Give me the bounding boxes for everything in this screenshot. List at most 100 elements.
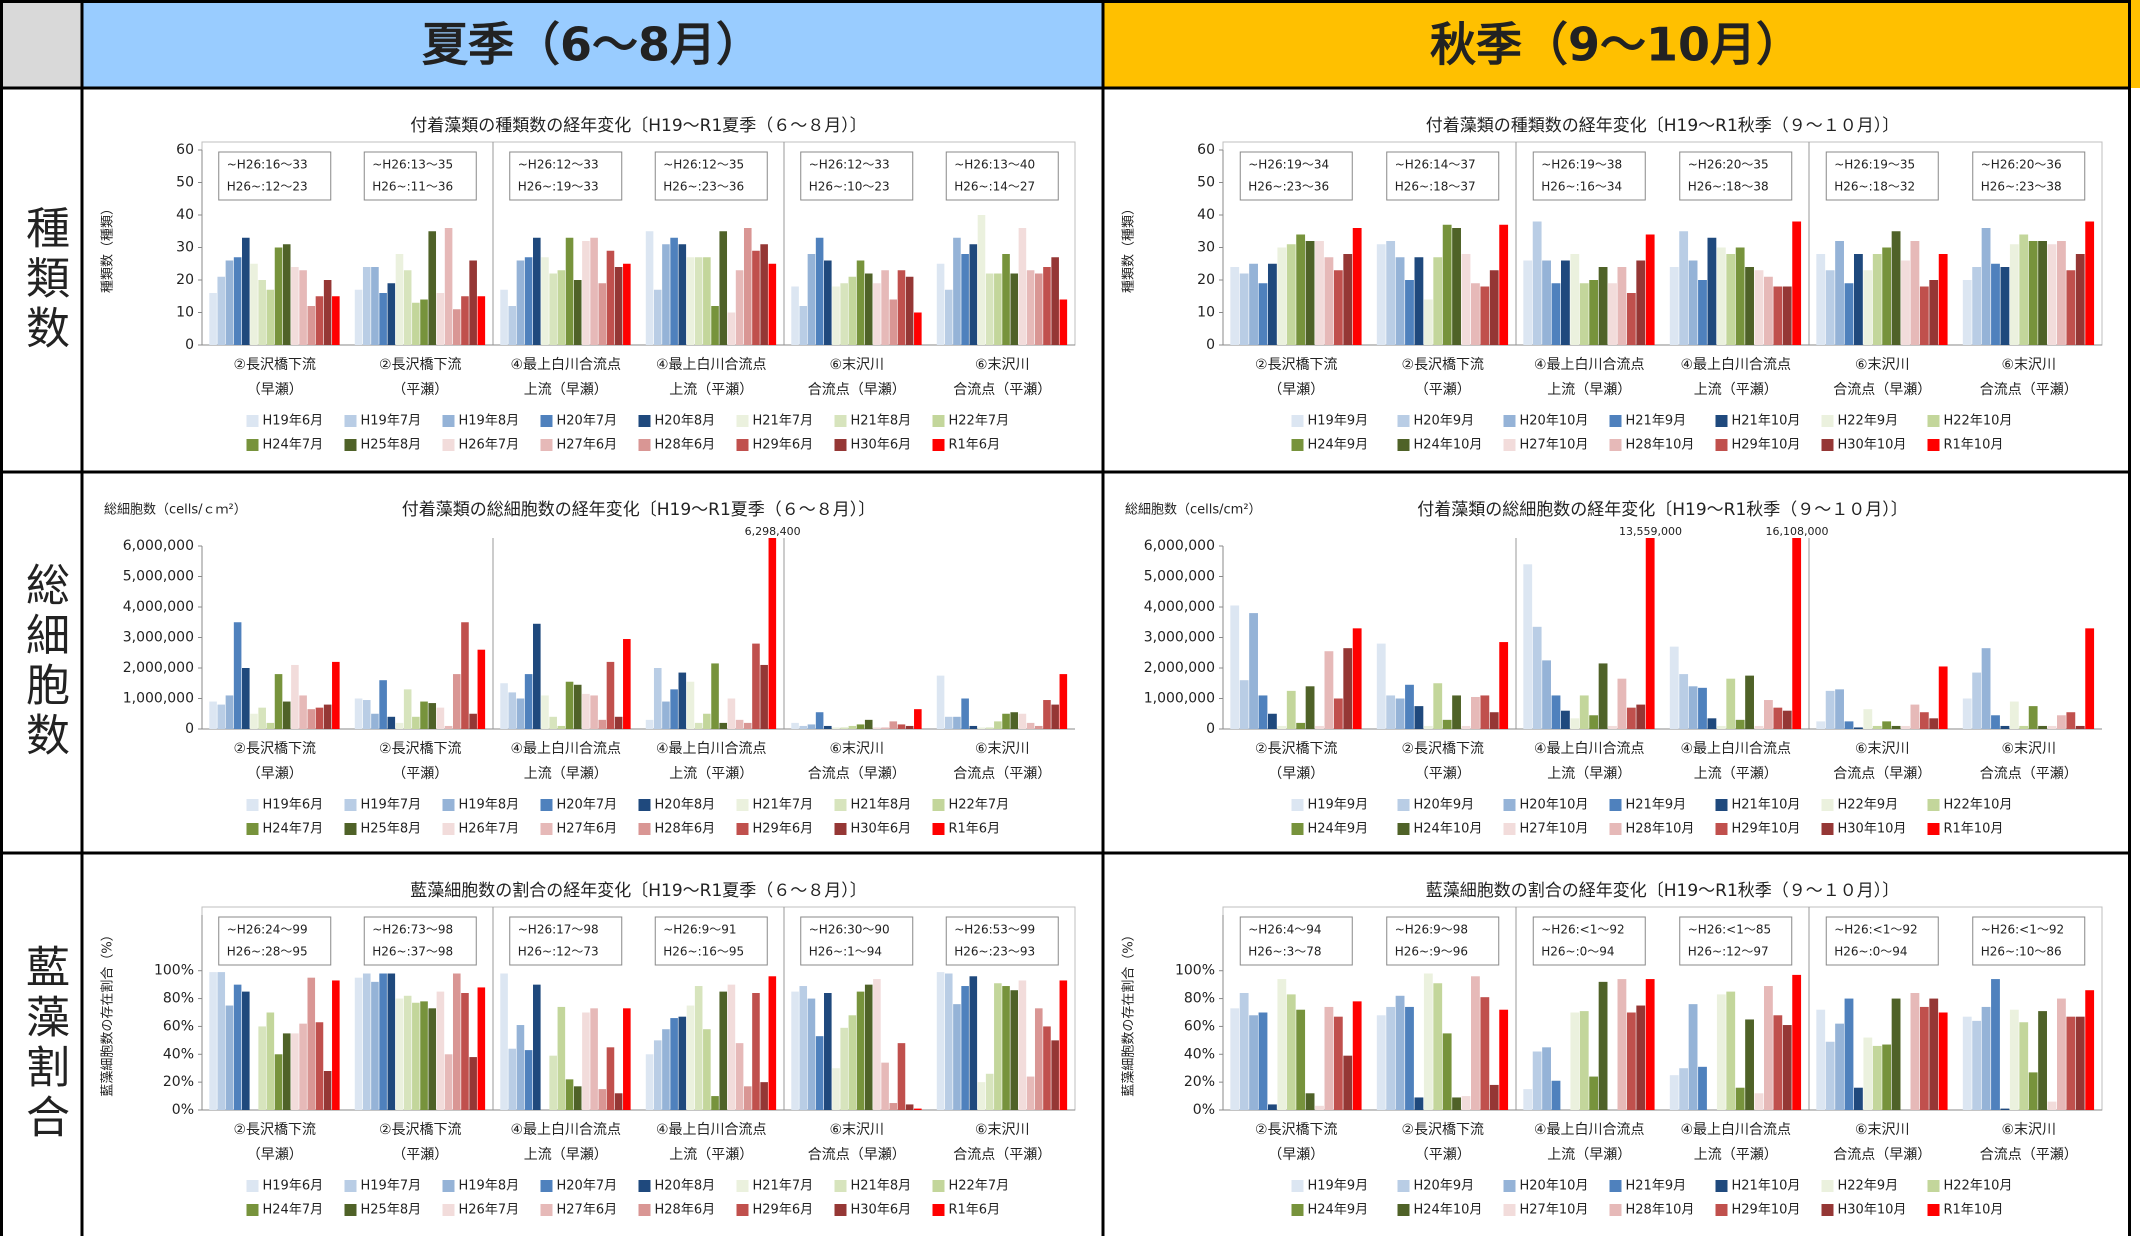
x-tick-label: 上流（早瀬） bbox=[1547, 1147, 1631, 1163]
x-tick-label: 上流（早瀬） bbox=[524, 1147, 608, 1163]
legend-label: H24年9月 bbox=[1308, 438, 1369, 453]
bar bbox=[1891, 231, 1901, 345]
bar bbox=[362, 267, 371, 345]
bar bbox=[743, 1086, 752, 1110]
annotation-text: ~H26:12～35 bbox=[663, 158, 744, 172]
bar bbox=[1735, 247, 1745, 345]
legend-label: H29年10月 bbox=[1732, 438, 1801, 453]
legend-swatch bbox=[736, 1180, 749, 1192]
bar bbox=[1395, 995, 1405, 1110]
y-tick-label: 30 bbox=[176, 240, 194, 256]
legend-swatch bbox=[638, 823, 651, 835]
bar bbox=[623, 263, 631, 345]
annotation-text: ~H26:30～90 bbox=[809, 923, 890, 937]
bar bbox=[217, 972, 226, 1110]
bar bbox=[645, 231, 654, 345]
bar bbox=[686, 1005, 695, 1110]
y-tick-label: 40 bbox=[1197, 207, 1215, 223]
bar bbox=[1688, 1004, 1698, 1110]
bar bbox=[1442, 719, 1452, 729]
legend-label: H21年9月 bbox=[1626, 414, 1687, 429]
legend-swatch bbox=[1397, 799, 1410, 811]
bar bbox=[1386, 241, 1396, 345]
annotation-text: ~H26:19～38 bbox=[1541, 158, 1622, 172]
bar bbox=[1608, 283, 1617, 345]
row-label: 総細胞数 bbox=[18, 562, 69, 762]
bar bbox=[1716, 725, 1726, 729]
legend-label: H21年10月 bbox=[1732, 1179, 1801, 1194]
bar bbox=[1617, 979, 1627, 1110]
bar bbox=[1277, 247, 1287, 345]
annotation-text: ~H26:<1～92 bbox=[1981, 923, 2064, 937]
bar bbox=[582, 241, 590, 345]
x-tick-label: ④最上白川合流点 bbox=[510, 357, 621, 373]
y-tick-label: 3,000,000 bbox=[123, 630, 194, 646]
annotation-text: ~H26:19～35 bbox=[1834, 158, 1915, 172]
legend-label: H20年8月 bbox=[655, 414, 716, 429]
legend-swatch bbox=[1715, 799, 1728, 811]
bar bbox=[1938, 254, 1948, 345]
legend-label: H19年8月 bbox=[459, 414, 520, 429]
legend-swatch bbox=[1609, 439, 1622, 451]
bar bbox=[549, 273, 557, 345]
legend-label: H24年9月 bbox=[1308, 1203, 1369, 1218]
x-tick-label: ④最上白川合流点 bbox=[656, 741, 767, 757]
bar bbox=[614, 267, 623, 345]
annotation-box bbox=[800, 916, 914, 966]
bar bbox=[1679, 231, 1689, 345]
bar bbox=[1679, 674, 1689, 729]
x-tick-label: 合流点（平瀬） bbox=[953, 382, 1051, 398]
annotation-text: H26~:19～33 bbox=[518, 180, 599, 194]
x-tick-label: 上流（早瀬） bbox=[1547, 766, 1631, 782]
legend-swatch bbox=[1927, 1204, 1940, 1216]
bar bbox=[807, 254, 816, 345]
bar bbox=[274, 247, 283, 345]
annotation-box bbox=[654, 151, 768, 201]
legend-label: H21年8月 bbox=[851, 414, 912, 429]
legend-label: H19年7月 bbox=[361, 414, 422, 429]
legend-swatch bbox=[638, 1180, 651, 1192]
bar bbox=[889, 1103, 898, 1110]
bar bbox=[469, 1057, 477, 1110]
annotation-box bbox=[1532, 151, 1646, 201]
bar bbox=[282, 1033, 291, 1110]
legend-label: H22年9月 bbox=[1838, 1179, 1899, 1194]
bar bbox=[1570, 1012, 1580, 1110]
bar bbox=[1043, 1026, 1051, 1110]
bar bbox=[1249, 1015, 1258, 1110]
legend-label: H20年9月 bbox=[1414, 1179, 1475, 1194]
legend-swatch bbox=[638, 439, 651, 451]
y-axis-label: 総細胞数（cells/ｃｍ²） bbox=[104, 503, 247, 518]
annotation-text: H26~:11～36 bbox=[372, 180, 453, 194]
bar bbox=[209, 972, 217, 1110]
bar bbox=[1376, 1015, 1386, 1110]
bar bbox=[1872, 254, 1882, 345]
x-tick-label: （平瀬） bbox=[1415, 766, 1471, 782]
bar bbox=[889, 721, 898, 729]
bar bbox=[1352, 628, 1362, 729]
legend-swatch bbox=[1609, 1204, 1622, 1216]
annotation-box bbox=[1825, 916, 1939, 966]
y-tick-label: 80% bbox=[163, 991, 194, 1007]
bar bbox=[307, 977, 316, 1110]
annotation-box bbox=[1239, 916, 1353, 966]
annotation-text: H26~:16～34 bbox=[1541, 180, 1622, 194]
legend-swatch bbox=[1715, 1204, 1728, 1216]
annotation-text: H26~:14～27 bbox=[954, 180, 1035, 194]
annotation-text: ~H26:14～37 bbox=[1395, 158, 1476, 172]
bar bbox=[371, 267, 379, 345]
bar bbox=[1405, 1006, 1414, 1110]
bar bbox=[299, 270, 307, 345]
x-tick-label: ④最上白川合流点 bbox=[1680, 741, 1791, 757]
bars bbox=[1230, 538, 2095, 729]
bar bbox=[1499, 224, 1509, 345]
bar bbox=[403, 270, 412, 345]
bar bbox=[1461, 1096, 1471, 1110]
y-tick-label: 0 bbox=[185, 721, 194, 737]
legend-label: H30年10月 bbox=[1838, 822, 1907, 837]
bar bbox=[653, 1040, 662, 1110]
bar bbox=[653, 668, 662, 729]
bar bbox=[897, 270, 906, 345]
bar bbox=[752, 993, 760, 1110]
